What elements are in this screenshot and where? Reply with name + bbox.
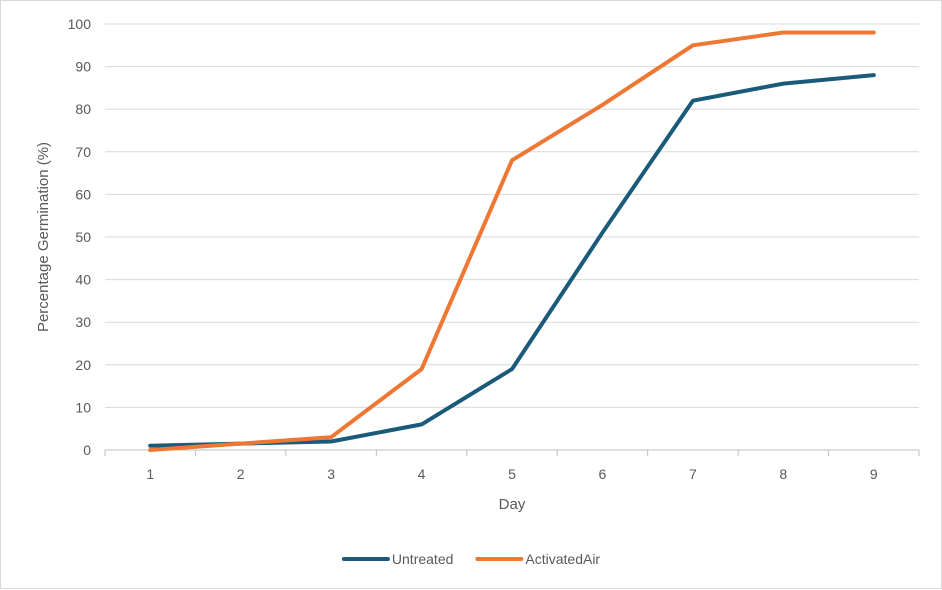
axes: 0 10 20 30 40 50 60 70 80 90 100 1 2 3 4 5 6 7 8 9 xyxy=(68,16,920,482)
y-tick-label: 0 xyxy=(83,442,91,458)
y-tick-label: 30 xyxy=(75,314,91,330)
x-tick-label: 5 xyxy=(508,466,516,482)
series-lines xyxy=(148,30,876,452)
y-tick-label: 10 xyxy=(75,399,91,415)
x-tick-label: 8 xyxy=(779,466,787,482)
legend-item-untreated: Untreated xyxy=(341,551,453,567)
y-axis-title: Percentage Germination (%) xyxy=(35,142,52,332)
y-tick-label: 60 xyxy=(75,186,91,202)
y-tick-label: 70 xyxy=(75,144,91,160)
y-tick-label: 40 xyxy=(75,272,91,288)
series-line-untreated xyxy=(148,73,876,448)
x-tick-label: 1 xyxy=(146,466,154,482)
y-tick-label: 20 xyxy=(75,357,91,373)
gridlines xyxy=(105,23,919,408)
x-tick-label: 3 xyxy=(327,466,335,482)
x-tick-label: 4 xyxy=(418,466,426,482)
series-line-activatedair xyxy=(148,30,876,452)
legend: Untreated ActivatedAir xyxy=(341,551,600,567)
y-tick-label: 80 xyxy=(75,101,91,117)
legend-label: Untreated xyxy=(392,551,453,567)
x-axis-title: Day xyxy=(499,496,526,513)
y-tick-label: 50 xyxy=(75,229,91,245)
x-tick-label: 7 xyxy=(689,466,697,482)
y-tick-label: 100 xyxy=(68,16,92,32)
x-tick-label: 6 xyxy=(599,466,607,482)
y-tick-label: 90 xyxy=(75,59,91,75)
legend-label: ActivatedAir xyxy=(525,551,600,567)
x-tick-label: 9 xyxy=(870,466,878,482)
legend-item-activatedair: ActivatedAir xyxy=(475,551,600,567)
x-tick-label: 2 xyxy=(237,466,245,482)
